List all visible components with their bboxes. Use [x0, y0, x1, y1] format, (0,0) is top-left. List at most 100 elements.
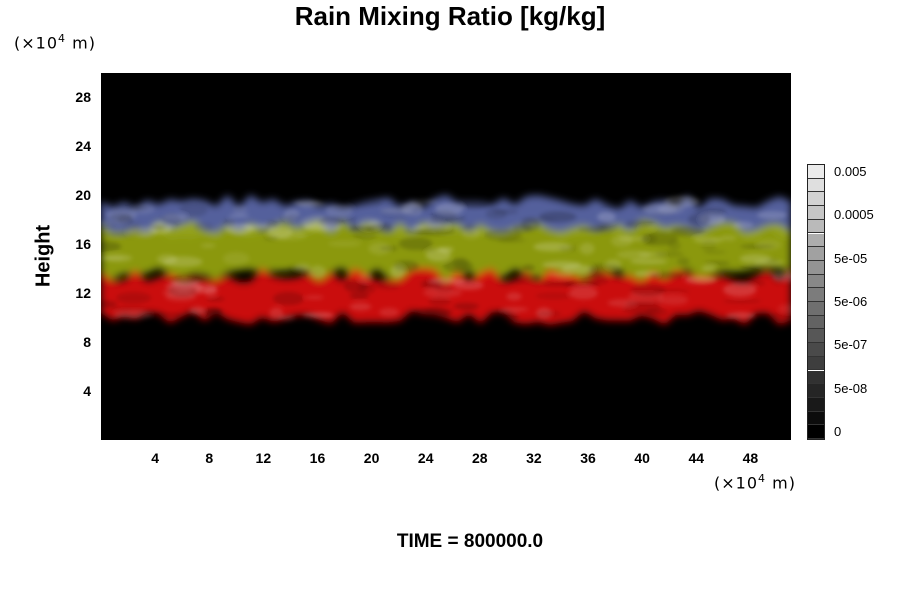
colorbar-segment	[808, 274, 824, 289]
heatmap-texture	[443, 259, 473, 273]
heatmap-texture	[625, 220, 655, 229]
heatmap-texture	[174, 272, 201, 285]
heatmap-texture	[302, 312, 335, 319]
heatmap-texture	[390, 265, 406, 279]
y-tick-label: 28	[75, 89, 91, 106]
heatmap-texture	[428, 295, 451, 307]
heatmap-texture	[349, 292, 369, 300]
heatmap-texture	[110, 205, 151, 211]
colorbar-segment	[808, 233, 824, 248]
heatmap-texture	[600, 221, 618, 233]
colorbar-label: 5e-07	[834, 337, 868, 353]
colorbar-label: 5e-06	[834, 294, 868, 309]
heatmap-texture	[610, 234, 633, 248]
heatmap-texture	[204, 307, 223, 320]
heatmap-texture	[643, 233, 657, 245]
heatmap-texture	[723, 299, 762, 304]
heatmap-texture	[301, 215, 337, 230]
x-tick-label: 36	[580, 450, 596, 466]
heatmap-texture	[485, 208, 508, 220]
heatmap-texture	[193, 222, 214, 232]
heatmap-texture	[536, 310, 562, 317]
x-tick-label: 28	[472, 450, 488, 466]
heatmap-texture	[408, 198, 439, 205]
colorbar-segment	[808, 288, 824, 302]
heatmap-texture	[223, 252, 250, 266]
x-tick-label: 20	[363, 450, 380, 466]
heatmap-texture	[438, 246, 454, 253]
heatmap-texture	[204, 287, 218, 297]
colorbar-label: 0	[834, 424, 842, 439]
heatmap-texture	[607, 298, 638, 307]
heatmap-texture	[522, 264, 535, 271]
heatmap-texture	[256, 227, 271, 234]
heatmap-texture	[542, 260, 582, 269]
heatmap-texture	[740, 264, 761, 271]
colorbar	[807, 164, 825, 440]
heatmap-texture	[380, 208, 414, 214]
heatmap-texture	[649, 271, 684, 280]
heatmap-texture	[734, 273, 758, 280]
heatmap-texture	[105, 209, 138, 221]
heatmap-texture	[429, 277, 466, 285]
y-tick-label: 4	[83, 383, 91, 400]
x-tick-label: 8	[205, 450, 214, 466]
heatmap-texture	[206, 296, 225, 302]
heatmap-texture	[670, 225, 706, 238]
heatmap-texture	[398, 237, 433, 251]
heatmap-texture	[347, 199, 382, 208]
colorbar-segment	[808, 411, 824, 426]
heatmap-texture	[126, 226, 158, 238]
heatmap-texture	[630, 284, 666, 298]
heatmap-texture	[376, 283, 400, 290]
heatmap-texture	[703, 249, 726, 255]
heatmap-texture	[349, 302, 372, 311]
heatmap-texture	[351, 224, 373, 231]
heatmap-texture	[273, 291, 304, 306]
y-tick-label: 24	[75, 138, 91, 155]
colorbar-segment	[808, 397, 824, 412]
heatmap-texture	[328, 240, 361, 247]
time-label: TIME = 800000.0	[396, 531, 544, 552]
heatmap-texture	[630, 258, 668, 265]
heatmap-texture	[513, 224, 533, 233]
heatmap-texture	[491, 310, 519, 323]
chart-title: Rain Mixing Ratio [kg/kg]	[294, 1, 606, 31]
heatmap-texture	[723, 282, 757, 297]
y-tick-label: 20	[75, 187, 91, 204]
heatmap-texture	[461, 228, 481, 239]
heatmap-texture	[597, 211, 616, 223]
heatmap-texture	[535, 292, 573, 300]
heatmap-texture	[368, 242, 391, 255]
x-tick-label: 32	[526, 450, 542, 466]
heatmap-texture	[272, 230, 307, 241]
heatmap-texture	[232, 205, 248, 215]
heatmap-texture	[101, 300, 118, 309]
heatmap-texture	[547, 270, 573, 279]
colorbar-segment	[808, 260, 824, 275]
heatmap-texture	[116, 292, 152, 304]
colorbar-segment	[808, 384, 824, 398]
colorbar-segment	[808, 178, 824, 193]
heatmap-texture	[520, 217, 556, 223]
colorbar-segment	[808, 165, 824, 179]
heatmap-texture	[533, 242, 572, 252]
colorbar-label: 0.005	[834, 164, 867, 179]
colorbar-segment	[808, 302, 824, 316]
heatmap-texture	[277, 268, 311, 278]
heatmap-texture	[778, 304, 791, 313]
heatmap-texture	[352, 233, 378, 240]
x-tick-label: 4	[151, 450, 159, 466]
colorbar-segment	[808, 356, 824, 371]
colorbar-label: 0.0005	[834, 207, 874, 223]
heatmap-texture	[772, 272, 791, 283]
heatmap-texture	[501, 272, 541, 284]
colorbar-label: 5e-05	[834, 250, 868, 266]
heatmap-texture	[769, 311, 791, 322]
x-tick-label: 48	[742, 450, 759, 466]
heatmap-texture	[732, 221, 754, 229]
heatmap-texture	[720, 234, 737, 242]
heatmap-texture	[163, 213, 187, 220]
colorbar-segment	[808, 343, 824, 357]
colorbar-segment	[808, 425, 824, 439]
